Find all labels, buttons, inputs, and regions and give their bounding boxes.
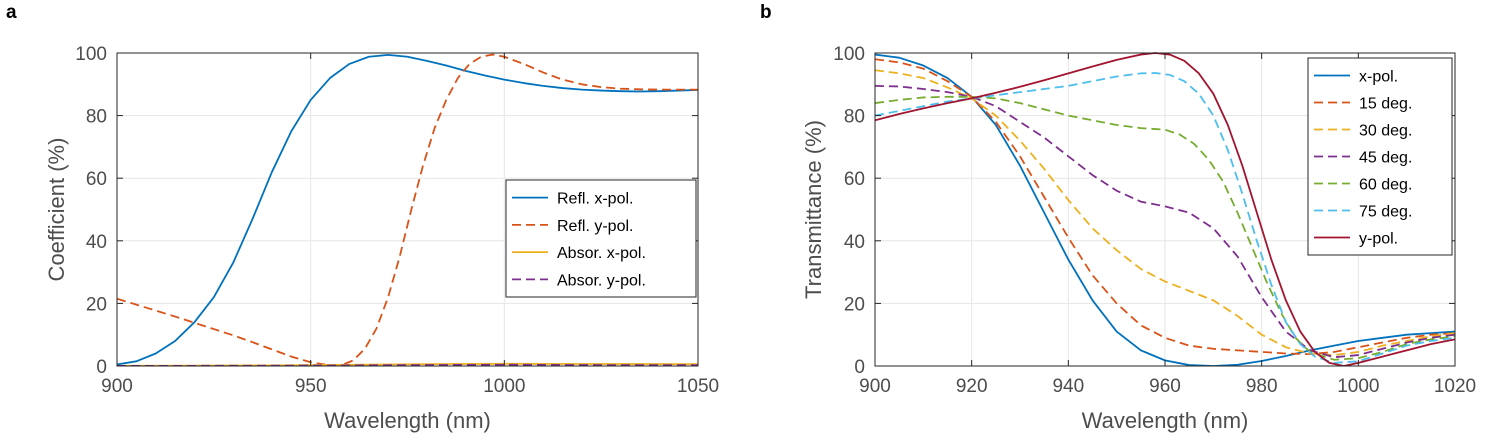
legend-entry-label: Absor. x-pol. (557, 245, 646, 262)
x-tick-label: 920 (956, 376, 988, 397)
legend-entry-label: Absor. y-pol. (557, 272, 646, 289)
x-tick-label: 950 (295, 376, 327, 397)
x-tick-label: 1020 (1434, 376, 1476, 397)
panel-label: b (760, 2, 772, 23)
chart-panel-b: b 900 920 940 960 980 1000 1020 0 20 40 60 80 100 Wave… (760, 2, 1476, 433)
legend-entry-label: 15 deg. (1359, 96, 1412, 113)
panel-label: a (6, 2, 17, 23)
legend-entry-label: 30 deg. (1359, 123, 1412, 140)
series-line-refl-x-pol (117, 53, 698, 366)
series-line-refl-y-pol (117, 53, 698, 366)
x-tick-label: 1000 (483, 376, 525, 397)
series-line-60-deg (875, 95, 1455, 361)
y-axis-label: Coefficient (%) (44, 138, 69, 282)
x-axis-label: Wavelength (nm) (1082, 408, 1249, 433)
legend-entry-label: Refl. x-pol. (557, 191, 633, 208)
series-group (875, 52, 1455, 366)
y-tick-label: 0 (854, 357, 865, 378)
y-tick-label: 60 (86, 169, 107, 190)
legend-entry-label: x-pol. (1359, 69, 1398, 86)
x-tick-label: 980 (1246, 376, 1278, 397)
y-tick-label: 40 (86, 232, 107, 253)
y-tick-label: 100 (833, 44, 865, 65)
legend-entry-label: 45 deg. (1359, 150, 1412, 167)
y-tick-label: 80 (844, 107, 865, 128)
series-line-45-deg (875, 84, 1455, 359)
y-tick-label: 20 (844, 294, 865, 315)
y-tick-label: 80 (86, 107, 107, 128)
y-tick-label: 20 (86, 294, 107, 315)
x-axis-label: Wavelength (nm) (324, 408, 491, 433)
x-tick-label: 1000 (1337, 376, 1379, 397)
x-tick-label: 1050 (677, 376, 719, 397)
chart-panel-a: a 900 950 1000 1050 0 20 40 60 80 100 Wavelength (n… (6, 2, 719, 433)
x-tick-label: 960 (1149, 376, 1181, 397)
x-tick-label: 900 (101, 376, 133, 397)
y-tick-label: 40 (844, 232, 865, 253)
y-tick-label: 60 (844, 169, 865, 190)
y-tick-label: 0 (96, 357, 107, 378)
legend-entry-label: Refl. y-pol. (557, 218, 633, 235)
y-tick-label: 100 (75, 44, 107, 65)
x-tick-label: 900 (859, 376, 891, 397)
legend: x-pol. 15 deg. 30 deg. 45 deg. 60 deg. 75 deg… (1307, 57, 1453, 256)
series-line-75-deg (875, 72, 1455, 364)
series-line-y-pol (875, 52, 1455, 366)
legend-entry-label: 60 deg. (1359, 177, 1412, 194)
x-tick-label: 940 (1052, 376, 1084, 397)
legend-entry-label: 75 deg. (1359, 204, 1412, 221)
axes-box (116, 52, 699, 367)
legend: Refl. x-pol. Refl. y-pol. Absor. x-pol. Abs… (505, 179, 697, 298)
legend-box (505, 179, 697, 298)
y-axis-label: Transmittance (%) (801, 120, 826, 299)
series-line-15-deg (875, 58, 1455, 356)
legend-entry-label: y-pol. (1359, 231, 1398, 248)
